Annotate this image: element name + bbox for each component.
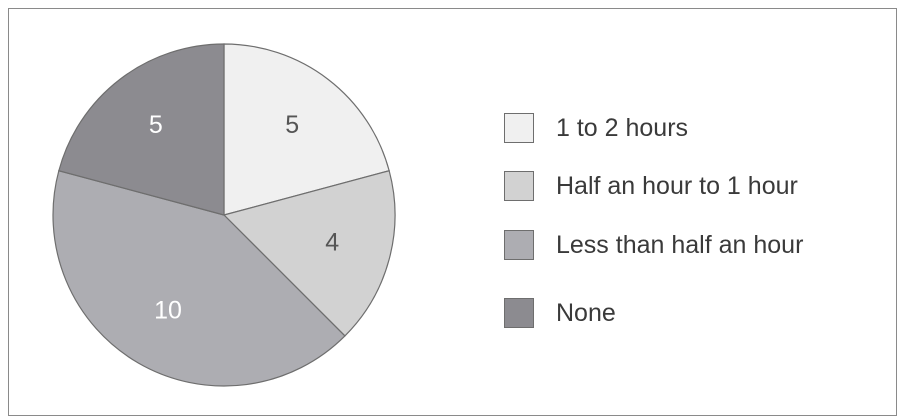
pie-slice-none: [58, 43, 225, 216]
legend-label: Half an hour to 1 hour: [556, 171, 798, 200]
legend-label: Less than half an hour: [556, 230, 804, 259]
pie-slice-half-an-hour-to-1-hour: [222, 170, 396, 337]
legend-swatch-half-hour-to-1-hour: [504, 171, 534, 201]
pie-slice-value-label: 5: [149, 111, 163, 139]
pie-slice-value-label: 10: [154, 297, 182, 325]
pie-slice-less-than-half-an-hour: [52, 170, 346, 387]
legend-swatch-less-than-half-hour: [504, 230, 534, 260]
legend-item-half-hour-to-1-hour: Half an hour to 1 hour: [504, 170, 798, 202]
legend-item-none: None: [504, 297, 616, 329]
legend-label: 1 to 2 hours: [556, 113, 689, 142]
legend-swatch-1-to-2-hours: [504, 113, 534, 143]
pie-slice-1-to-2-hours: [223, 43, 390, 216]
legend-item-less-than-half-hour: Less than half an hour: [504, 229, 803, 261]
pie-slice-value-label: 5: [285, 111, 299, 139]
legend-swatch-none: [504, 298, 534, 328]
legend-label: None: [556, 298, 616, 327]
pie-slice-value-label: 4: [325, 229, 339, 257]
legend-item-1-to-2-hours: 1 to 2 hours: [504, 112, 688, 144]
